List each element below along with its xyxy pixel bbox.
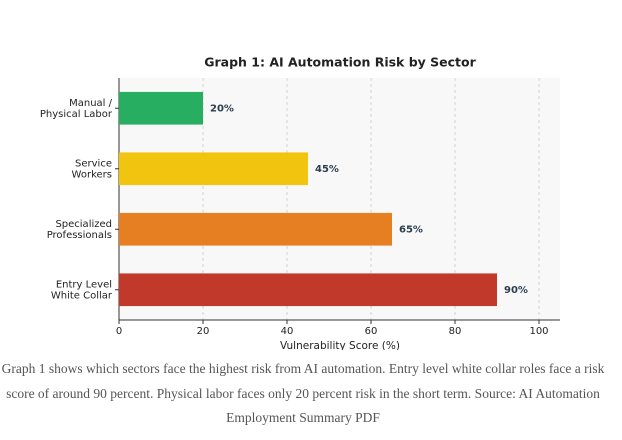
x-tick-label: 20 [197, 326, 210, 337]
value-label: 90% [504, 285, 528, 296]
bar [119, 212, 392, 246]
y-tick-label: Service Workers [72, 158, 112, 180]
y-tick-label: Manual / Physical Labor [40, 98, 113, 120]
caption: Graph 1 shows which sectors face the hig… [1, 361, 605, 425]
x-tick-label: 80 [449, 326, 462, 337]
x-tick-label: 0 [116, 326, 122, 337]
value-label: 20% [210, 103, 234, 114]
bar [119, 91, 203, 125]
x-tick-label: 40 [281, 326, 294, 337]
value-label: 45% [315, 164, 339, 175]
y-tick-label: Specialized Professionals [47, 219, 112, 241]
chart: Graph 1: AI Automation Risk by Sector Vu… [40, 55, 560, 350]
y-tick-label: Entry Level White Collar [51, 279, 113, 301]
x-tick-label: 100 [529, 326, 548, 337]
chart-title: Graph 1: AI Automation Risk by Sector [204, 55, 476, 70]
value-label: 65% [399, 224, 423, 235]
bar [119, 273, 497, 307]
bar [119, 152, 308, 186]
x-tick-label: 60 [365, 326, 378, 337]
x-axis-label: Vulnerability Score (%) [280, 340, 400, 350]
